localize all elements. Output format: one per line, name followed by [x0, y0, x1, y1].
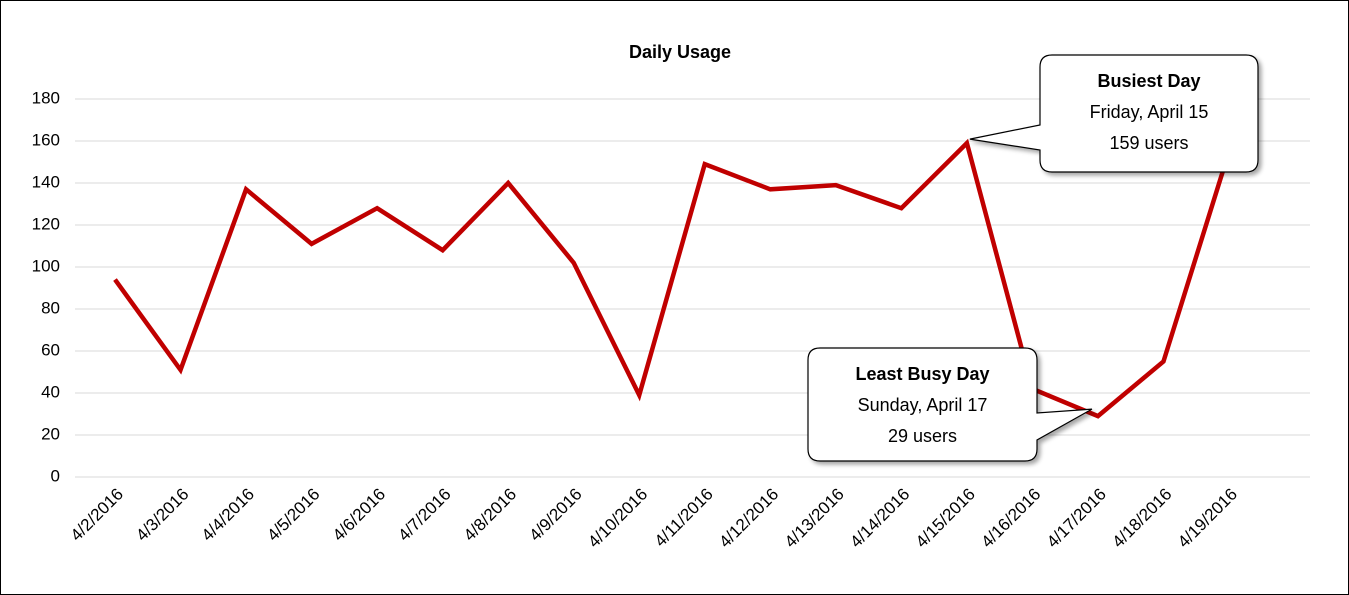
callout-text: Busiest Day	[1097, 71, 1200, 91]
callout-text: Friday, April 15	[1090, 102, 1209, 122]
callout	[969, 54, 1259, 173]
y-tick-label: 80	[41, 298, 60, 317]
callout-text: Least Busy Day	[855, 364, 989, 384]
y-tick-label: 60	[41, 340, 60, 359]
y-tick-label: 40	[41, 382, 60, 401]
line-series	[113, 138, 1232, 419]
y-tick-label: 0	[51, 466, 60, 485]
y-tick-label: 160	[32, 130, 60, 149]
y-tick-label: 120	[32, 214, 60, 233]
y-tick-label: 180	[32, 88, 60, 107]
callout	[807, 347, 1093, 462]
callout-text: 159 users	[1109, 133, 1188, 153]
callout-text: Sunday, April 17	[858, 395, 988, 415]
y-tick-label: 100	[32, 256, 60, 275]
callout-text: 29 users	[888, 426, 957, 446]
chart-title: Daily Usage	[629, 42, 731, 62]
y-tick-label: 20	[41, 424, 60, 443]
y-tick-label: 140	[32, 172, 60, 191]
